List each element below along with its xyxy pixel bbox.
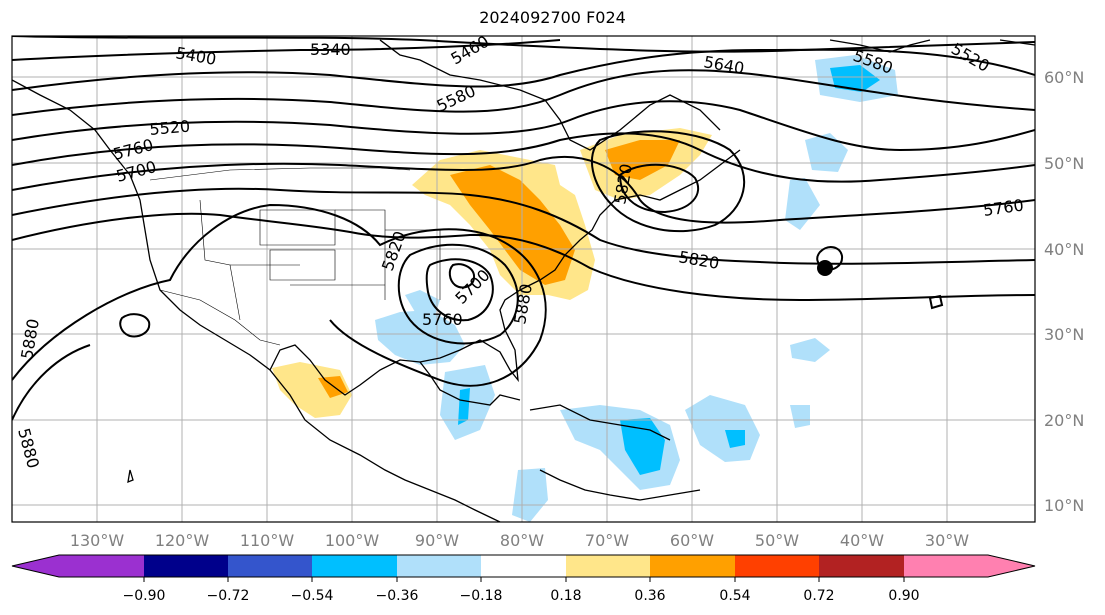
colorbar-segment <box>819 555 904 577</box>
colorbar-segment <box>904 555 988 577</box>
lat-label: 30°N <box>1044 325 1084 344</box>
lat-label: 60°N <box>1044 68 1084 87</box>
colorbar-label: 0.90 <box>888 588 919 604</box>
colorbar-label: −0.18 <box>460 588 503 604</box>
lon-label: 90°W <box>415 531 459 550</box>
lon-label: 100°W <box>325 531 380 550</box>
colorbar-label: −0.72 <box>207 588 250 604</box>
contour-label: 5520 <box>149 117 191 139</box>
lon-label: 70°W <box>585 531 629 550</box>
lon-label: 30°W <box>925 531 969 550</box>
lon-label: 60°W <box>670 531 714 550</box>
colorbar-label: 0.72 <box>803 588 834 604</box>
longitude-labels: 130°W 120°W 110°W 100°W 90°W 80°W 70°W 6… <box>70 531 969 550</box>
colorbar-segment <box>397 555 481 577</box>
lon-label: 40°W <box>840 531 884 550</box>
colorbar-outline <box>11 554 1036 578</box>
colorbar-segment <box>12 555 59 577</box>
colorbar-label: −0.90 <box>123 588 166 604</box>
colorbar-segment <box>735 555 819 577</box>
lon-label: 50°W <box>755 531 799 550</box>
colorbar: −0.90 −0.72 −0.54 −0.36 −0.18 0.18 0.36 … <box>11 554 1036 604</box>
lat-label: 40°N <box>1044 240 1084 259</box>
low-center-marker <box>817 260 833 276</box>
anomaly-shading <box>272 55 898 522</box>
colorbar-segment <box>650 555 735 577</box>
contour-label: 5760 <box>422 310 463 329</box>
lon-label: 130°W <box>70 531 125 550</box>
colorbar-segment <box>566 555 650 577</box>
colorbar-segment <box>481 555 566 577</box>
colorbar-label: −0.54 <box>291 588 334 604</box>
colorbar-segment <box>144 555 228 577</box>
colorbar-label: 0.36 <box>634 588 665 604</box>
colorbar-label: −0.36 <box>376 588 419 604</box>
colorbar-segment <box>988 555 1035 577</box>
colorbar-label: 0.54 <box>719 588 750 604</box>
lon-label: 120°W <box>155 531 210 550</box>
map-frame <box>11 35 1036 523</box>
political-borders <box>149 167 441 346</box>
map-title: 2024092700 F024 <box>479 8 626 27</box>
latitude-labels: 60°N 50°N 40°N 30°N 20°N 10°N <box>1044 68 1084 515</box>
lat-lon-grid <box>12 36 1035 522</box>
lon-label: 80°W <box>500 531 544 550</box>
contour-label: 5340 <box>310 40 351 59</box>
lat-label: 10°N <box>1044 496 1084 515</box>
colorbar-segment <box>59 555 144 577</box>
lat-label: 50°N <box>1044 154 1084 173</box>
colorbar-segment <box>312 555 397 577</box>
lat-label: 20°N <box>1044 411 1084 430</box>
colorbar-label: 0.18 <box>550 588 581 604</box>
colorbar-segment <box>228 555 312 577</box>
lon-label: 110°W <box>240 531 295 550</box>
